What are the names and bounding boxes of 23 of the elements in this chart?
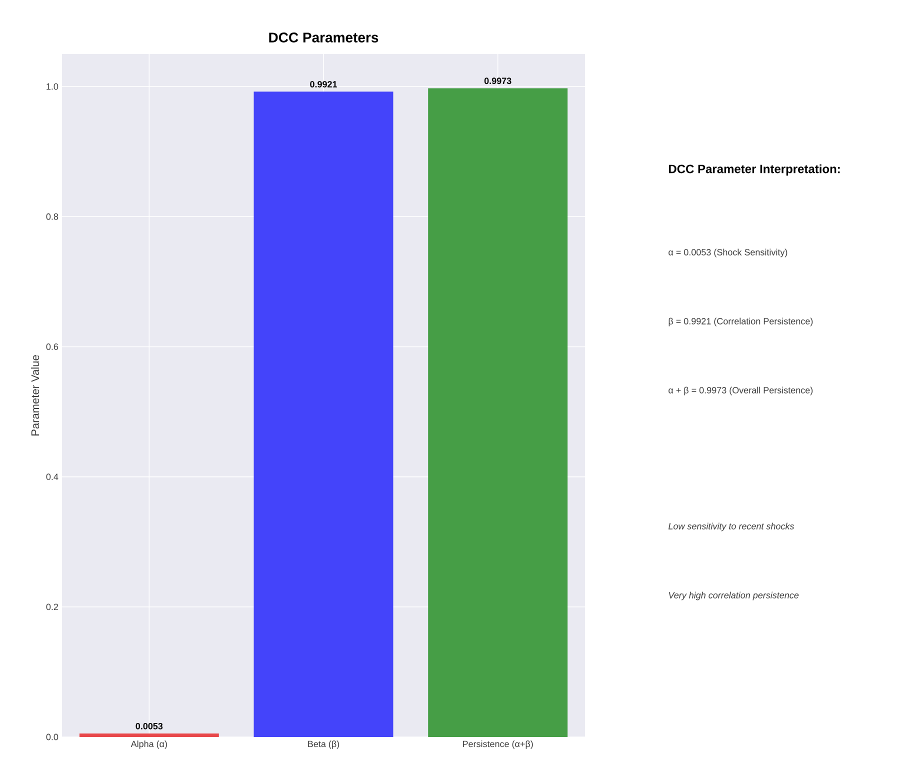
chart-title: DCC Parameters: [269, 32, 378, 42]
text: DCC Parameter Interpretation:: [669, 164, 840, 176]
bar: [428, 88, 568, 737]
text: Very high correlation persistence: [668, 592, 799, 600]
x-tick-label: Alpha (α): [130, 740, 167, 749]
y-tick-label: 0.4: [46, 474, 58, 480]
data-label: 0.9921: [310, 81, 338, 88]
y-tick-label: 0.2: [46, 604, 58, 610]
x-tick-label: Persistence (α+β): [463, 740, 533, 749]
text: β = 0.9921 (Correlation Persistence): [668, 318, 813, 326]
y-axis-title: Parameter Value: [31, 355, 40, 436]
y-tick-label: 0.6: [46, 344, 58, 350]
text: Low sensitivity to recent shocks: [668, 522, 794, 532]
y-tick-label: 0.8: [46, 213, 58, 220]
y-tick-label: 1.0: [46, 83, 58, 90]
y-tick-label: 0.0: [46, 734, 58, 740]
text: α = 0.0053 (Shock Sensitivity): [668, 248, 788, 258]
data-label: 0.0053: [136, 722, 163, 730]
bar: [79, 734, 219, 737]
text: α + β = 0.9973 (Overall Persistence): [668, 386, 813, 396]
data-label: 0.9973: [484, 78, 512, 84]
bar: [254, 92, 394, 737]
x-tick-label: Beta (β): [308, 740, 340, 749]
